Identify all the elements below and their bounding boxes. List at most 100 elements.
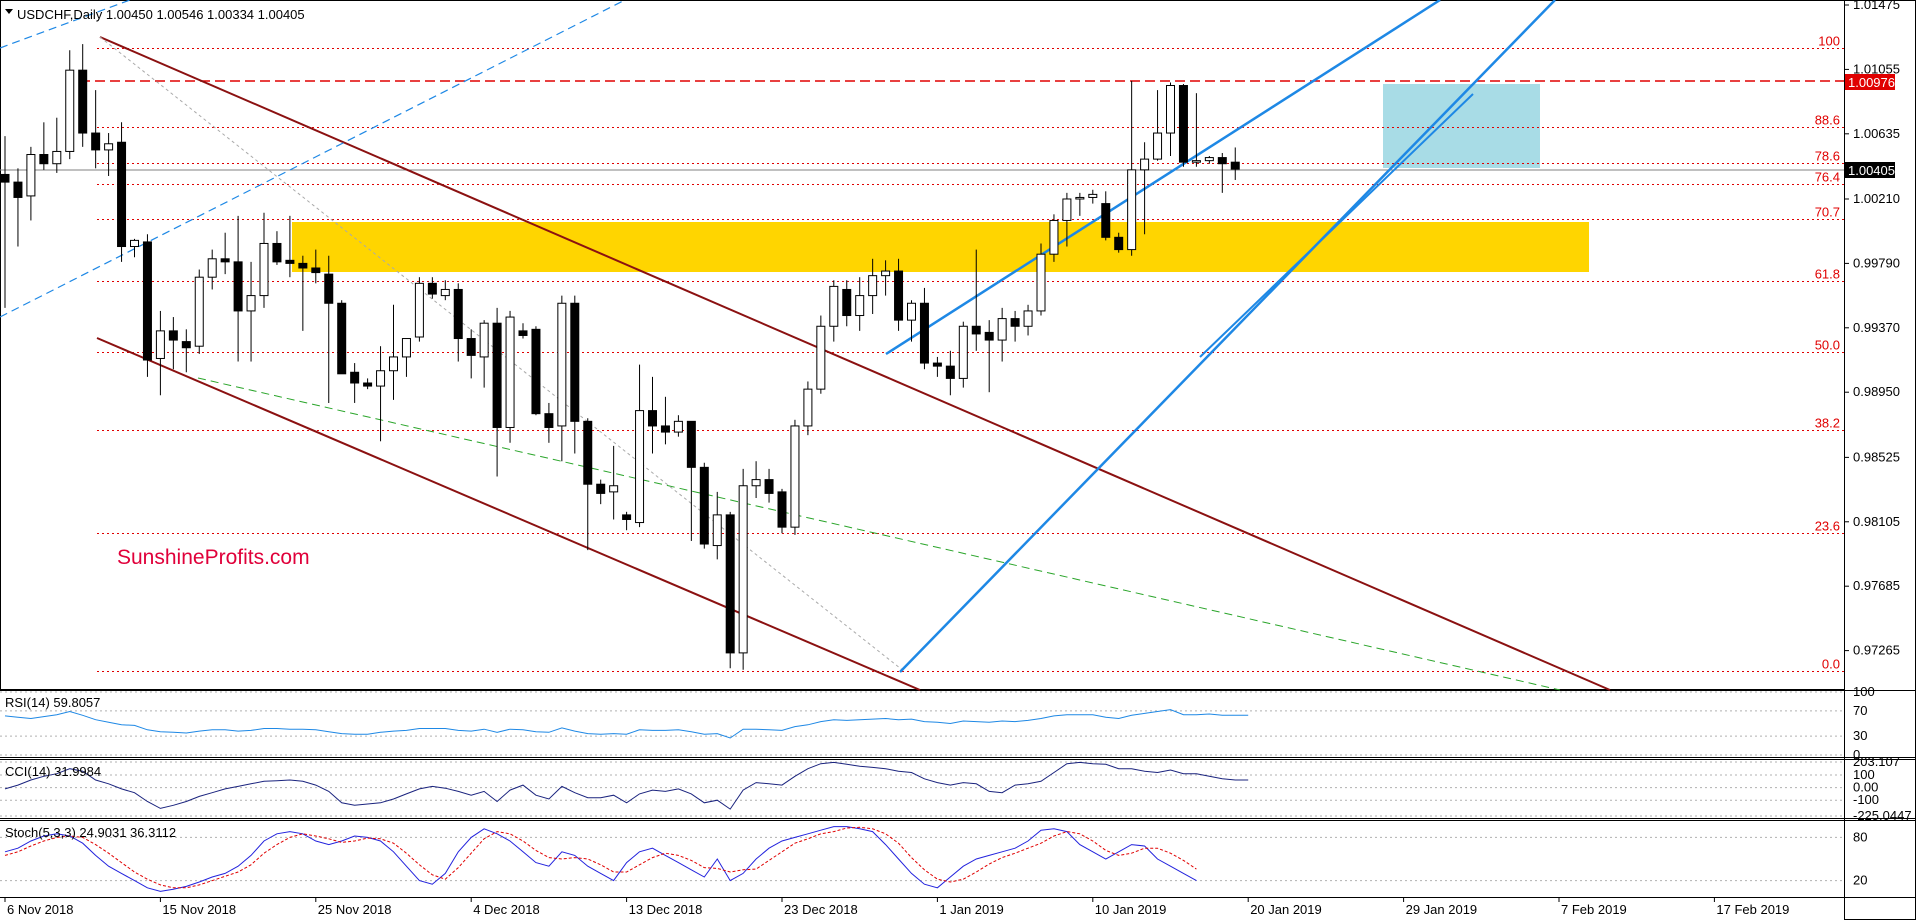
candle (1062, 192, 1072, 247)
price-tick-label: 0.99370 (1853, 320, 1900, 335)
candle-body (622, 514, 632, 520)
candle (220, 232, 230, 275)
date-tick-label: 6 Nov 2018 (7, 902, 74, 917)
candle (932, 356, 942, 377)
candle-body (65, 69, 75, 152)
cci-line (4, 761, 1249, 810)
fib-label: 0.0 (1822, 657, 1840, 672)
candle (919, 287, 929, 370)
indicator-tick-label: 203.107 (1853, 754, 1900, 769)
candle (1114, 232, 1124, 253)
candle (1191, 93, 1201, 167)
candle (479, 320, 489, 388)
symbol-header: USDCHF,Daily 1.00450 1.00546 1.00334 1.0… (17, 7, 305, 22)
candle-body (570, 302, 580, 422)
candle-body (350, 371, 360, 384)
candle-body (596, 483, 606, 494)
candle (544, 402, 554, 443)
candle (1036, 243, 1046, 316)
indicator-tick-label: 80 (1853, 829, 1867, 844)
candle (712, 491, 722, 560)
date-tick-label: 17 Feb 2019 (1716, 902, 1789, 917)
candle (583, 418, 593, 551)
candle (13, 168, 23, 247)
price-tick-label: 1.00635 (1853, 126, 1900, 141)
fib-label: 70.7 (1815, 205, 1840, 220)
candle (324, 255, 334, 403)
candle (868, 258, 878, 314)
candle-body (479, 322, 489, 358)
candle-body (751, 479, 761, 487)
candle-body (376, 370, 386, 387)
candle (272, 231, 282, 265)
candle-body (1036, 253, 1046, 312)
candle (622, 511, 632, 531)
candle (829, 280, 839, 342)
candle (1088, 189, 1098, 204)
candle (1023, 304, 1033, 336)
candle (907, 300, 916, 342)
support-zone (292, 222, 1589, 272)
candle-body (78, 69, 88, 134)
candle-body (544, 413, 554, 428)
candle-body (725, 514, 735, 654)
candle (26, 146, 36, 221)
candle-body (272, 242, 282, 263)
candle (207, 249, 217, 290)
candle (648, 376, 657, 454)
stoch-main-line (4, 826, 1197, 892)
candle (168, 317, 178, 370)
candle-body (389, 356, 398, 372)
date-tick-label: 29 Jan 2019 (1406, 902, 1478, 917)
candle-body (984, 331, 994, 341)
indicator-tick-label: 0 (1853, 747, 1860, 762)
candle (596, 479, 606, 505)
candle-body (1204, 157, 1214, 162)
candle (285, 215, 295, 278)
candle (1178, 83, 1188, 167)
candle (725, 511, 735, 669)
candle-body (1127, 169, 1137, 251)
candle (1217, 152, 1227, 193)
blue-dashed-upper (0, 0, 131, 49)
candle-body (168, 330, 178, 341)
channel-down-upper (99, 36, 1611, 691)
candle (881, 260, 891, 296)
price-tick-label: 1.01475 (1853, 0, 1900, 12)
price-tick-label: 0.98525 (1853, 449, 1900, 464)
candle-body (648, 410, 657, 427)
watermark: SunshineProfits.com (117, 546, 310, 569)
candle (518, 323, 528, 339)
date-axis: 6 Nov 2018 15 Nov 2018 25 Nov 2018 4 Dec 20… (4, 897, 1789, 917)
date-tick-label: 15 Nov 2018 (162, 902, 236, 917)
indicator-tick-label: -100 (1853, 792, 1879, 807)
candle-body (311, 267, 321, 274)
price-tick-label: 1.00210 (1853, 191, 1900, 206)
candle-body (1140, 158, 1150, 171)
symbol-dropdown-icon[interactable] (5, 9, 13, 14)
price-tick-label: 0.97265 (1853, 643, 1900, 658)
resistance-price-box (1845, 74, 1895, 90)
fib-label: 78.6 (1815, 149, 1840, 164)
candle (1010, 310, 1020, 342)
candlestick-series (0, 44, 1240, 670)
trend-lines (0, 0, 1611, 691)
candle-body (635, 410, 645, 524)
candle-body (829, 285, 839, 327)
grey-guide-line (99, 36, 906, 673)
candle (298, 255, 308, 331)
candle-body (1049, 219, 1059, 255)
fib-label: 50.0 (1815, 338, 1840, 353)
candle-body (337, 302, 347, 375)
stoch-signal-line (4, 826, 1197, 889)
candle-body (557, 302, 567, 427)
candle (259, 212, 269, 308)
candle (311, 249, 321, 284)
candle (337, 300, 347, 375)
candle (117, 122, 127, 262)
candle (1127, 80, 1137, 256)
candle (453, 283, 463, 362)
candle-body (764, 479, 774, 494)
price-tick-label: 1.01055 (1853, 61, 1900, 76)
